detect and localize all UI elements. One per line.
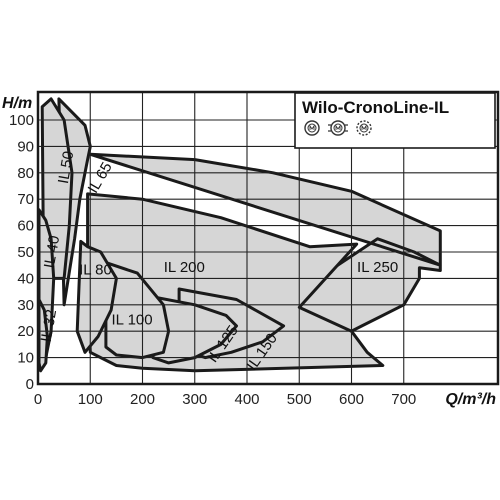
plot-frame xyxy=(36,90,500,386)
label-il-250: IL 250 xyxy=(357,259,398,276)
x-tick-600: 600 xyxy=(339,391,364,408)
y-tick-30: 30 xyxy=(17,297,34,314)
x-tick-labels: 0 100 200 300 400 500 600 700 xyxy=(34,391,416,408)
y-tick-labels: 0 10 20 30 40 50 60 70 80 90 100 xyxy=(9,112,34,393)
x-tick-0: 0 xyxy=(34,391,42,408)
title-box-background xyxy=(294,92,496,149)
y-axis-title: H/m xyxy=(2,95,32,112)
label-il-80: IL 80 xyxy=(79,261,112,278)
label-il-40: IL 40 xyxy=(41,234,63,269)
label-il-50: IL 50 xyxy=(55,150,77,185)
motor-double-icon xyxy=(328,120,348,136)
y-tick-60: 60 xyxy=(17,218,34,235)
label-il-32: IL 32 xyxy=(38,308,60,343)
y-tick-100: 100 xyxy=(9,112,34,129)
y-tick-90: 90 xyxy=(17,138,34,155)
x-tick-300: 300 xyxy=(182,391,207,408)
chart-title: Wilo-CronoLine-IL xyxy=(302,98,449,117)
grid-lines xyxy=(38,92,498,384)
region-il-80 xyxy=(75,239,118,354)
x-tick-200: 200 xyxy=(130,391,155,408)
x-tick-100: 100 xyxy=(78,391,103,408)
label-il-200: IL 200 xyxy=(164,259,205,276)
y-tick-0: 0 xyxy=(26,376,34,393)
y-tick-40: 40 xyxy=(17,270,34,287)
pump-regions xyxy=(37,97,442,373)
x-axis-title: Q/m³/h xyxy=(445,391,496,408)
y-tick-80: 80 xyxy=(17,165,34,182)
legend-box: Wilo-CronoLine-IL xyxy=(294,92,496,149)
motor-dashed-icon xyxy=(356,120,372,136)
x-tick-400: 400 xyxy=(234,391,259,408)
region-il-100 xyxy=(104,261,171,360)
y-tick-10: 10 xyxy=(17,350,34,367)
y-tick-20: 20 xyxy=(17,323,34,340)
motor-single-icon xyxy=(304,120,320,136)
x-tick-700: 700 xyxy=(391,391,416,408)
label-il-100: IL 100 xyxy=(111,312,152,329)
x-tick-500: 500 xyxy=(287,391,312,408)
y-tick-70: 70 xyxy=(17,191,34,208)
y-tick-50: 50 xyxy=(17,244,34,261)
